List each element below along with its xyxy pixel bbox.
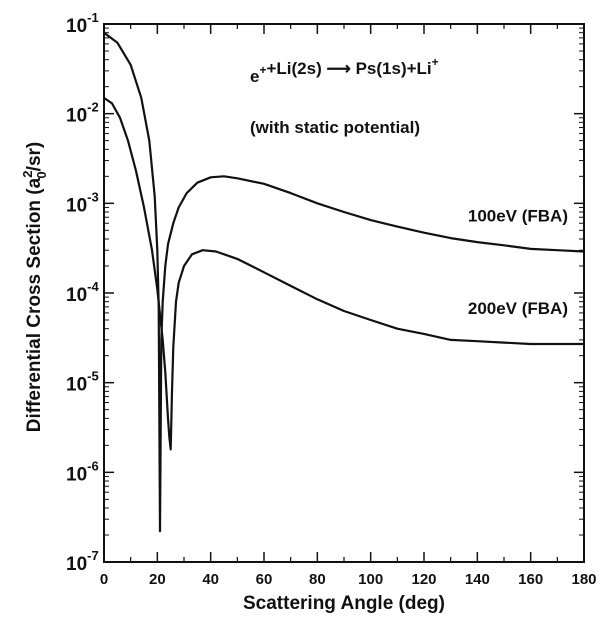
static-potential-note: (with static potential): [250, 118, 420, 137]
y-tick-label: 10-3: [66, 189, 99, 216]
series-line-1: [103, 31, 585, 533]
y-tick-label: 10-4: [66, 279, 99, 306]
series-label-2: 200eV (FBA): [468, 299, 568, 318]
x-tick-label: 160: [518, 571, 543, 588]
labels: 0 20 40 60 80 100 120 140 160 180 10-1 10-2 10-3 10-4…: [20, 10, 597, 614]
series-label-1: 100eV (FBA): [468, 207, 568, 226]
y-tick-label: 10-2: [66, 100, 99, 127]
y-tick-label: 10-6: [66, 458, 99, 485]
y-tick-label: 10-5: [66, 369, 99, 396]
x-tick-label: 60: [256, 571, 273, 588]
x-tick-label: 0: [100, 571, 108, 588]
curves: [103, 31, 585, 533]
reaction-annotation: e++Li(2s) ⟶ Ps(1s)+Li+: [250, 55, 439, 86]
ticks: [103, 23, 585, 563]
y-axis-title: Differential Cross Section (a20/sr): [20, 142, 49, 433]
series-line-2: [103, 96, 584, 451]
x-tick-label: 40: [202, 571, 219, 588]
plot-frame: [103, 23, 585, 563]
x-tick-label: 80: [309, 571, 326, 588]
y-tick-label: 10-7: [66, 548, 99, 575]
x-axis-title: Scattering Angle (deg): [243, 593, 445, 614]
y-tick-label: 10-1: [66, 10, 99, 37]
x-tick-label: 100: [358, 571, 383, 588]
x-tick-label: 120: [411, 571, 436, 588]
x-tick-label: 140: [465, 571, 490, 588]
x-tick-label: 20: [149, 571, 166, 588]
x-tick-label: 180: [571, 571, 596, 588]
